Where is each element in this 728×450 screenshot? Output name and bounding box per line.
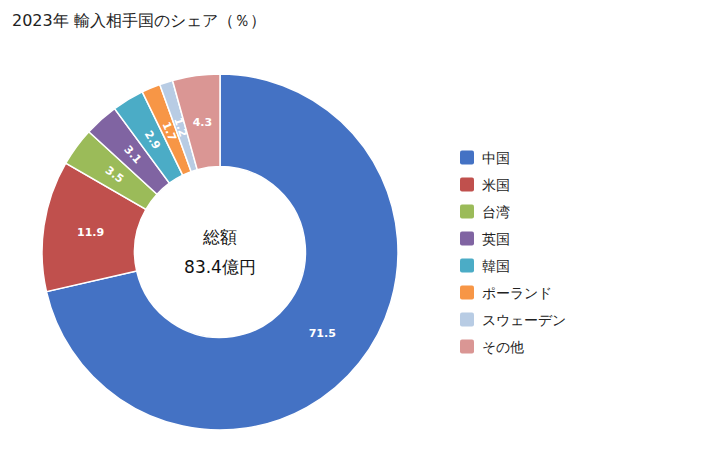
legend-swatch	[460, 151, 474, 165]
legend-swatch	[460, 313, 474, 327]
legend-label: 英国	[482, 231, 510, 247]
data-label: 1.2	[171, 116, 189, 139]
legend: 中国米国台湾英国韓国ポーランドスウェーデンその他	[460, 150, 566, 355]
data-labels: 71.511.93.53.12.91.71.24.3	[77, 116, 336, 340]
chart-container: 2023年 輸入相手国のシェア（％）71.511.93.53.12.91.71.…	[0, 0, 728, 450]
legend-label: ポーランド	[482, 285, 552, 301]
legend-swatch	[460, 232, 474, 246]
data-label: 3.1	[121, 143, 144, 166]
data-label: 71.5	[309, 327, 336, 340]
legend-label: 中国	[482, 150, 510, 166]
data-label: 11.9	[77, 226, 104, 239]
center-label: 総額	[202, 227, 237, 247]
title: 2023年 輸入相手国のシェア（％）	[12, 11, 266, 30]
legend-swatch	[460, 340, 474, 354]
legend-label: 韓国	[482, 258, 510, 274]
legend-swatch	[460, 259, 474, 273]
data-label: 2.9	[142, 128, 163, 151]
legend-swatch	[460, 286, 474, 300]
legend-swatch	[460, 178, 474, 192]
chart: 2023年 輸入相手国のシェア（％）71.511.93.53.12.91.71.…	[0, 0, 728, 450]
legend-label: スウェーデン	[482, 312, 566, 328]
legend-label: 米国	[482, 177, 510, 193]
data-label: 3.5	[103, 164, 126, 186]
center-label: 83.4億円	[184, 257, 256, 277]
legend-swatch	[460, 205, 474, 219]
legend-label: 台湾	[482, 204, 510, 220]
slices	[42, 74, 398, 430]
data-label: 4.3	[193, 116, 213, 129]
legend-label: その他	[482, 339, 524, 355]
